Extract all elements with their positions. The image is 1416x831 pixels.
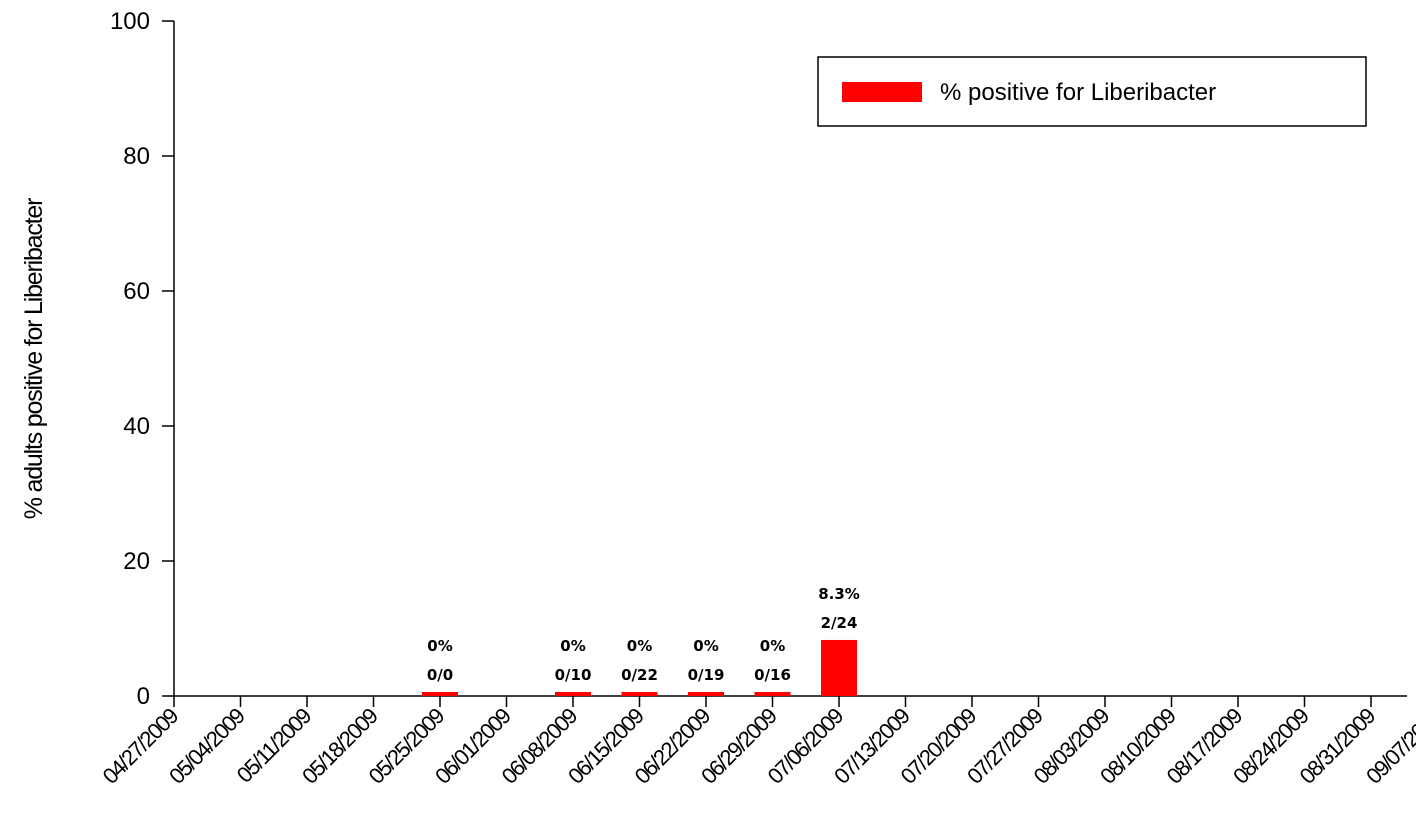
bar-ratio-label: 2/24	[821, 614, 858, 632]
y-tick-label: 80	[123, 143, 150, 170]
y-axis: 0 20 40 60 80 100	[110, 8, 175, 710]
bar-percent-label: 0%	[560, 637, 585, 655]
bar-percent-label: 0%	[427, 637, 452, 655]
bar-percent-label: 8.3%	[818, 585, 860, 603]
bar-ratio-label: 0/19	[688, 666, 725, 684]
bar-ratio-label: 0/16	[754, 666, 791, 684]
bars: 0/0 0% 0/10 0% 0/22 0% 0/19 0% 0/16 0% 2/24 8.3%	[422, 585, 860, 696]
x-axis: 04/27/200905/04/200905/11/200905/18/2009…	[98, 695, 1416, 789]
bar-ratio-label: 0/22	[621, 666, 658, 684]
legend: % positive for Liberibacter	[817, 56, 1367, 127]
bar-percent-label: 0%	[760, 637, 785, 655]
bar-percent-label: 0%	[693, 637, 718, 655]
bar-ratio-label: 0/0	[427, 666, 453, 684]
bar	[821, 639, 857, 696]
y-tick-label: 20	[123, 548, 150, 575]
bar-percent-label: 0%	[627, 637, 652, 655]
y-tick-label: 60	[123, 278, 150, 305]
y-tick-label: 0	[137, 683, 150, 710]
bar-ratio-label: 0/10	[555, 666, 592, 684]
bar	[422, 692, 458, 696]
legend-swatch	[842, 82, 922, 102]
y-tick-label: 100	[110, 8, 150, 35]
bar	[688, 692, 724, 696]
bar	[555, 692, 591, 696]
bar	[621, 692, 658, 696]
legend-label: % positive for Liberibacter	[940, 79, 1216, 106]
bar	[754, 692, 791, 696]
y-axis-label: % adults positive for Liberibacter	[20, 198, 48, 519]
y-tick-label: 40	[123, 413, 150, 440]
